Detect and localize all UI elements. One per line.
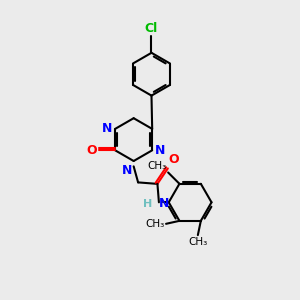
- Text: O: O: [169, 153, 179, 166]
- Text: N: N: [102, 122, 113, 135]
- Text: H: H: [143, 199, 152, 209]
- Text: N: N: [154, 144, 165, 157]
- Text: CH₃: CH₃: [147, 161, 167, 171]
- Text: O: O: [86, 144, 97, 157]
- Text: CH₃: CH₃: [188, 237, 208, 247]
- Text: N: N: [159, 197, 169, 210]
- Text: CH₃: CH₃: [145, 219, 164, 229]
- Text: N: N: [122, 164, 132, 177]
- Text: Cl: Cl: [145, 22, 158, 35]
